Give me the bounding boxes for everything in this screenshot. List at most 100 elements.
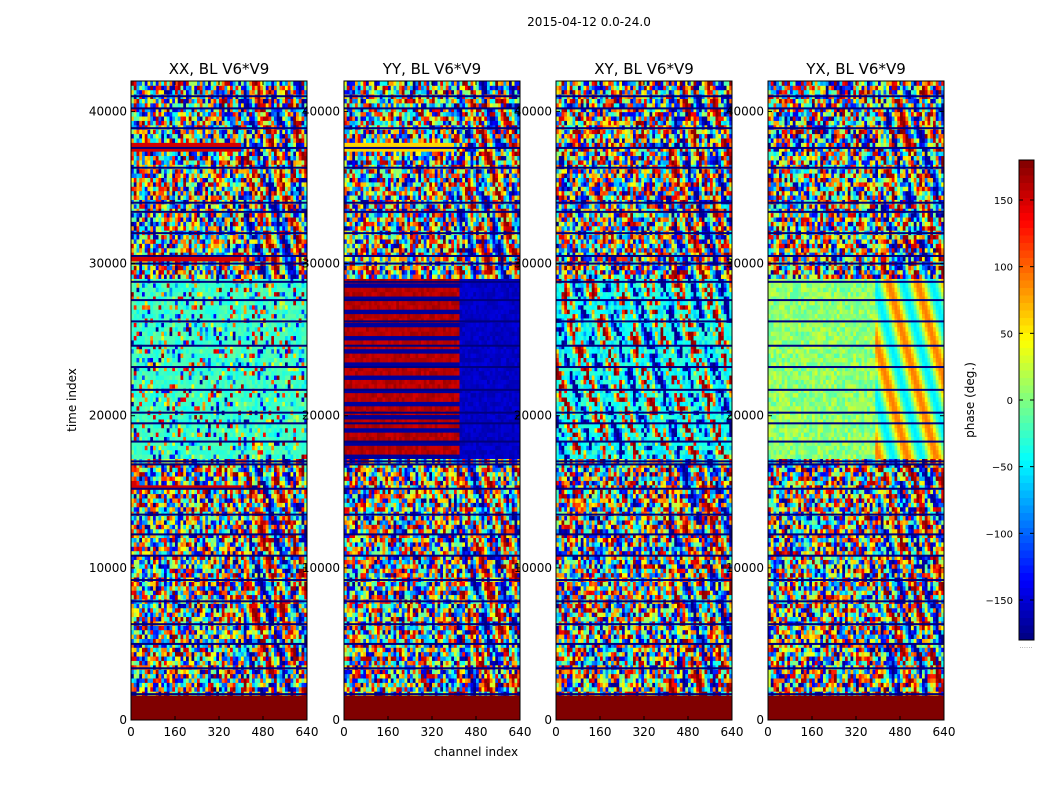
heatmap-cell	[203, 647, 206, 652]
heatmap-cell	[249, 647, 252, 652]
heatmap-cell	[222, 467, 225, 472]
heatmap-cell	[139, 520, 142, 525]
heatmap-cell	[211, 467, 214, 472]
heatmap-cell	[145, 481, 148, 486]
heatmap-cell	[156, 516, 159, 521]
heatmap-cell	[194, 661, 197, 666]
heatmap-cell	[230, 529, 233, 534]
heatmap-cell	[238, 687, 241, 692]
heatmap-cell	[145, 380, 148, 385]
heatmap-cell	[296, 397, 299, 402]
heatmap-cell	[227, 652, 230, 657]
heatmap-cell	[145, 467, 148, 472]
heatmap-cell	[238, 634, 241, 639]
heatmap-cell	[192, 647, 195, 652]
heatmap-cell	[219, 371, 222, 376]
heatmap-cell	[164, 371, 167, 376]
heatmap-cell	[233, 384, 236, 389]
heatmap-cell	[150, 542, 153, 547]
heatmap-cell	[208, 661, 211, 666]
heatmap-cell	[161, 538, 164, 543]
heatmap-cell	[233, 634, 236, 639]
heatmap-cell	[170, 647, 173, 652]
heatmap-cell	[150, 661, 153, 666]
heatmap-cell	[203, 582, 206, 587]
heatmap-cell	[271, 678, 274, 683]
heatmap-cell	[277, 634, 280, 639]
heatmap-cell	[280, 582, 283, 587]
heatmap-cell	[277, 682, 280, 687]
heatmap-cell	[222, 590, 225, 595]
heatmap-cell	[153, 494, 156, 499]
heatmap-cell	[274, 450, 277, 455]
heatmap-cell	[134, 669, 137, 674]
heatmap-cell	[153, 546, 156, 551]
heatmap-cell	[236, 393, 239, 398]
heatmap-cell	[252, 603, 255, 608]
heatmap-cell	[277, 639, 280, 644]
heatmap-cell	[189, 634, 192, 639]
heatmap-cell	[186, 674, 189, 679]
heatmap-cell	[181, 520, 184, 525]
heatmap-cell	[159, 678, 162, 683]
heatmap-cell	[183, 397, 186, 402]
heatmap-cell	[260, 564, 263, 569]
heatmap-cell	[288, 524, 291, 529]
heatmap-cell	[302, 393, 305, 398]
heatmap-cell	[274, 467, 277, 472]
heatmap-cell	[156, 384, 159, 389]
heatmap-cell	[271, 375, 274, 380]
heatmap-cell	[139, 682, 142, 687]
heatmap-cell	[205, 397, 208, 402]
heatmap-cell	[258, 375, 261, 380]
heatmap-cell	[142, 630, 145, 635]
heatmap-cell	[271, 384, 274, 389]
heatmap-cell	[153, 489, 156, 494]
heatmap-cell	[148, 682, 151, 687]
heatmap-cell	[288, 375, 291, 380]
heatmap-cell	[238, 415, 241, 420]
heatmap-cell	[216, 406, 219, 411]
heatmap-cell	[192, 603, 195, 608]
heatmap-cell	[211, 573, 214, 578]
heatmap-cell	[214, 520, 217, 525]
heatmap-cell	[244, 481, 247, 486]
heatmap-cell	[277, 608, 280, 613]
heatmap-cell	[255, 467, 258, 472]
heatmap-cell	[150, 625, 153, 630]
heatmap-cell	[200, 617, 203, 622]
heatmap-cell	[291, 397, 294, 402]
heatmap-cell	[269, 582, 272, 587]
heatmap-cell	[175, 608, 178, 613]
heatmap-cell	[203, 573, 206, 578]
heatmap-cell	[200, 397, 203, 402]
heatmap-cell	[137, 582, 140, 587]
heatmap-cell	[255, 669, 258, 674]
heatmap-cell	[252, 639, 255, 644]
heatmap-cell	[258, 687, 261, 692]
heatmap-cell	[282, 524, 285, 529]
heatmap-cell	[170, 516, 173, 521]
heatmap-cell	[161, 656, 164, 661]
heatmap-cell	[142, 380, 145, 385]
heatmap-cell	[139, 467, 142, 472]
heatmap-cell	[181, 639, 184, 644]
heatmap-cell	[252, 454, 255, 459]
heatmap-cell	[139, 450, 142, 455]
heatmap-cell	[159, 476, 162, 481]
heatmap-cell	[148, 454, 151, 459]
heatmap-cell	[208, 612, 211, 617]
heatmap-cell	[225, 652, 228, 657]
heatmap-cell	[222, 603, 225, 608]
heatmap-cell	[236, 678, 239, 683]
heatmap-cell	[227, 524, 230, 529]
heatmap-cell	[222, 445, 225, 450]
heatmap-cell	[164, 678, 167, 683]
heatmap-cell	[280, 625, 283, 630]
heatmap-cell	[296, 498, 299, 503]
heatmap-cell	[189, 612, 192, 617]
heatmap-cell	[197, 647, 200, 652]
heatmap-cell	[274, 529, 277, 534]
heatmap-cell	[280, 401, 283, 406]
heatmap-cell	[214, 432, 217, 437]
